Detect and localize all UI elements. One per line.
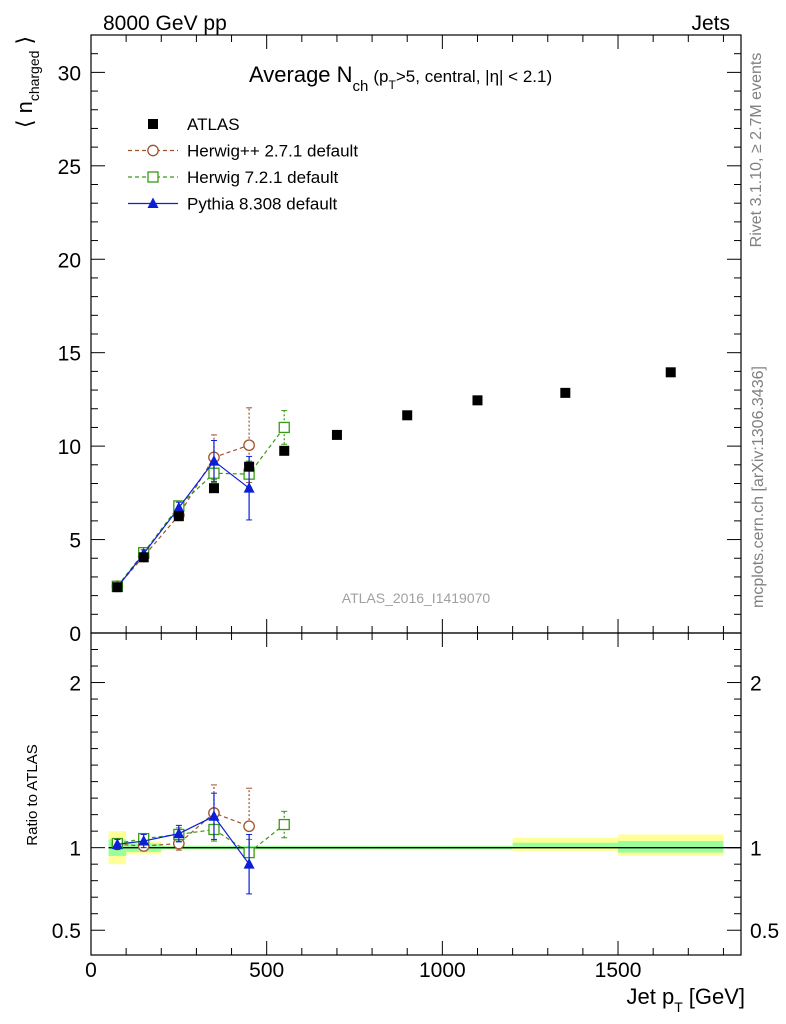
ratio-band-green <box>618 841 724 853</box>
legend: ATLAS Herwig++ 2.7.1 default Herwig 7.2.1 … <box>128 115 358 214</box>
legend-marker <box>147 171 159 183</box>
y-tick-label: 25 <box>58 156 81 179</box>
main-data-point <box>243 482 255 493</box>
legend-entry: ATLAS <box>148 115 240 134</box>
legend-marker <box>148 119 158 129</box>
ratio-y-tick-label: 1 <box>69 838 81 861</box>
main-title-ptopen: (p <box>373 67 388 86</box>
ratio-data-point <box>278 818 290 831</box>
main-data-point <box>138 552 149 563</box>
y-tick-label: 20 <box>58 249 81 272</box>
y-tick-label: 30 <box>58 62 81 85</box>
main-data-point <box>665 367 676 378</box>
ratio-y-tick-label-right: 1 <box>750 838 762 861</box>
ratio-y-axis-label: Ratio to ATLAS <box>24 744 41 845</box>
main-series-open-circle <box>111 407 255 593</box>
ratio-y-tick-label-right: 2 <box>750 673 762 696</box>
main-y-axis-label: ⟨ ncharged ⟩ <box>12 36 42 128</box>
main-data-point <box>244 461 255 472</box>
main-title-tail: >5, central, |η| < 2.1) <box>396 67 552 86</box>
main-series-line <box>116 460 250 588</box>
main-data-point <box>472 395 483 406</box>
x-tick-label: 0 <box>85 959 97 982</box>
main-data-point <box>279 445 290 456</box>
legend-marker <box>147 197 159 208</box>
ratio-series-line <box>117 812 250 847</box>
ratio-band-green <box>512 842 619 849</box>
main-data-point <box>560 387 571 398</box>
ratio-data-point <box>208 810 220 821</box>
legend-entry: Pythia 8.308 default <box>128 195 338 214</box>
ratio-data-point <box>243 858 255 869</box>
main-series-line <box>116 427 285 587</box>
main-data-point <box>208 455 220 466</box>
legend-label: Pythia 8.308 default <box>187 195 338 214</box>
y-tick-label: 15 <box>58 343 81 366</box>
x-axis-label: Jet pT [GeV] <box>626 984 745 1015</box>
ratio-y-tick-label: 0.5 <box>52 920 81 943</box>
main-title-pt-subscript: T <box>389 78 397 92</box>
ratio-plot-frame <box>90 632 742 956</box>
ratio-data-point <box>138 835 150 846</box>
header-process-label: Jets <box>691 12 730 35</box>
ylabel-subscript: charged <box>26 51 42 102</box>
main-series-open-square <box>111 410 290 592</box>
main-data-point <box>331 429 342 440</box>
legend-entry: Herwig 7.2.1 default <box>128 168 338 187</box>
x-tick-label: 500 <box>249 959 284 982</box>
legend-marker <box>147 144 159 157</box>
main-data-point <box>278 421 290 434</box>
legend-label: Herwig 7.2.1 default <box>187 168 338 187</box>
svg-text:⟨ ncharged ⟩: ⟨ ncharged ⟩ <box>12 36 42 128</box>
main-plot-title: Average Nch(pT>5, central, |η| < 2.1) <box>249 62 552 95</box>
main-data-point <box>173 501 185 513</box>
main-data-point <box>112 582 123 593</box>
main-series-filled-square <box>112 367 676 593</box>
y-tick-label: 0 <box>69 623 81 646</box>
main-title-subscript: ch <box>353 78 369 95</box>
ylabel-n: n <box>12 101 37 113</box>
legend-label: Herwig++ 2.7.1 default <box>187 142 358 161</box>
rivet-version-label: Rivet 3.1.10, ≥ 2.7M events <box>748 53 765 248</box>
main-data-point <box>243 439 255 452</box>
main-data-point <box>402 410 413 421</box>
ratio-data-point <box>243 820 255 833</box>
ratio-data-point <box>173 827 185 839</box>
legend-label: ATLAS <box>187 115 240 134</box>
x-tick-label: 1500 <box>595 959 642 982</box>
legend-entry: Herwig++ 2.7.1 default <box>128 142 358 161</box>
ratio-series-open-square <box>111 810 290 867</box>
analysis-id-label: ATLAS_2016_I1419070 <box>342 590 491 606</box>
main-title-text: Average N <box>249 62 353 87</box>
y-tick-label: 10 <box>58 436 81 459</box>
ratio-series-filled-triangle <box>111 792 255 895</box>
header-collision-label: 8000 GeV pp <box>103 12 227 35</box>
ratio-y-tick-label: 2 <box>69 673 81 696</box>
x-tick-label: 1000 <box>419 959 466 982</box>
ratio-y-tick-label-right: 0.5 <box>750 920 779 943</box>
y-tick-label: 5 <box>69 530 81 553</box>
ratio-data-point <box>111 838 123 849</box>
main-data-point <box>208 483 219 494</box>
main-data-point <box>173 511 184 522</box>
mcplots-source-label: mcplots.cern.ch [arXiv:1306.3436] <box>750 366 767 608</box>
